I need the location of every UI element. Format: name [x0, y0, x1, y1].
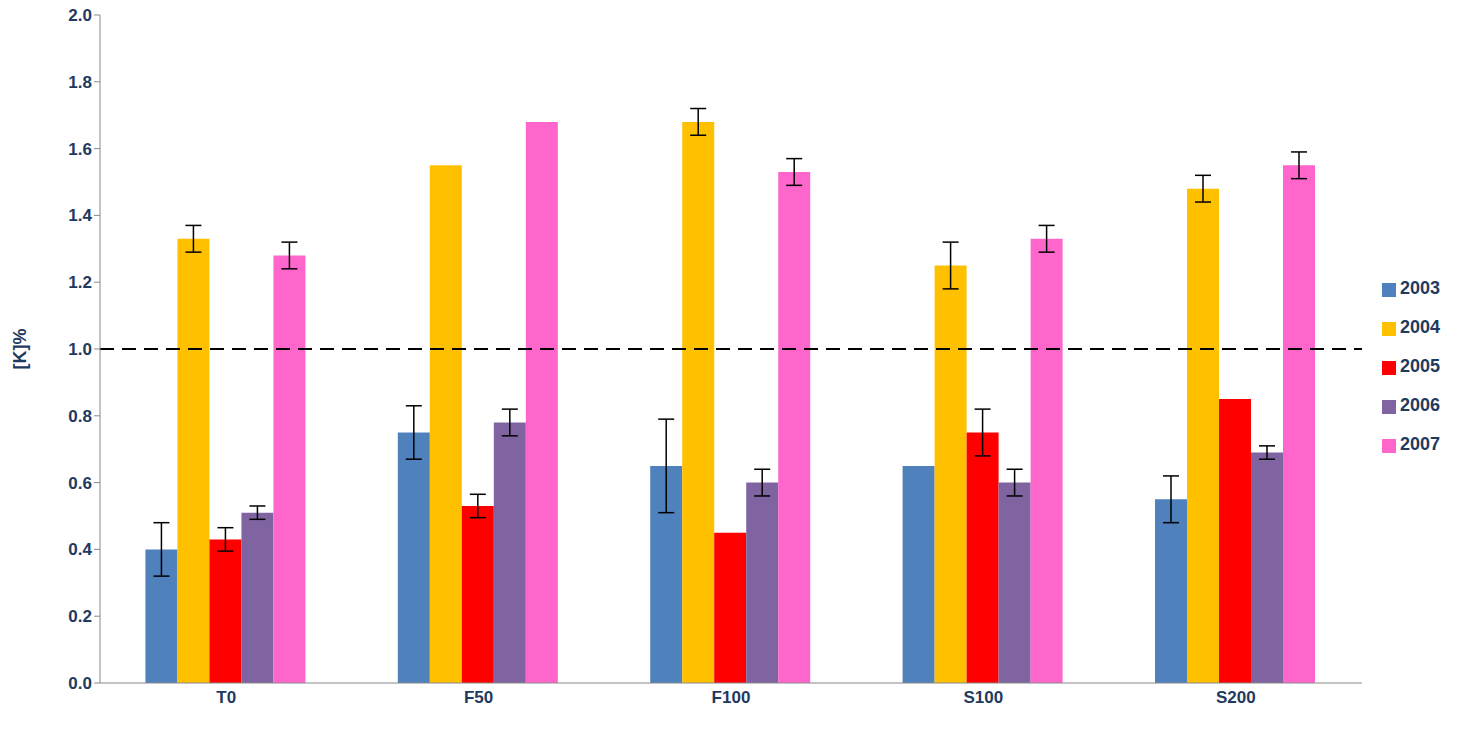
html-text:2006: 2006	[1400, 395, 1440, 415]
svg-text:0.4: 0.4	[68, 540, 92, 559]
html-text:2004: 2004	[1400, 317, 1440, 337]
svg-text:0.8: 0.8	[68, 407, 92, 426]
html-text:2007: 2007	[1400, 434, 1440, 454]
html-text:2003: 2003	[1400, 278, 1440, 298]
svg-text:S100: S100	[964, 688, 1004, 707]
svg-text:1.8: 1.8	[68, 73, 92, 92]
svg-text:F100: F100	[712, 688, 751, 707]
svg-text:0.2: 0.2	[68, 607, 92, 626]
svg-text:2.0: 2.0	[68, 6, 92, 25]
html-text:2005: 2005	[1400, 356, 1440, 376]
svg-text:[K]%: [K]%	[10, 329, 30, 370]
svg-text:1.0: 1.0	[68, 340, 92, 359]
svg-text:0.6: 0.6	[68, 474, 92, 493]
svg-text:1.2: 1.2	[68, 273, 92, 292]
svg-text:1.4: 1.4	[68, 206, 92, 225]
svg-text:0.0: 0.0	[68, 674, 92, 693]
svg-text:F50: F50	[464, 688, 493, 707]
svg-text:1.6: 1.6	[68, 140, 92, 159]
svg-text:S200: S200	[1216, 688, 1256, 707]
svg-text:T0: T0	[216, 688, 236, 707]
